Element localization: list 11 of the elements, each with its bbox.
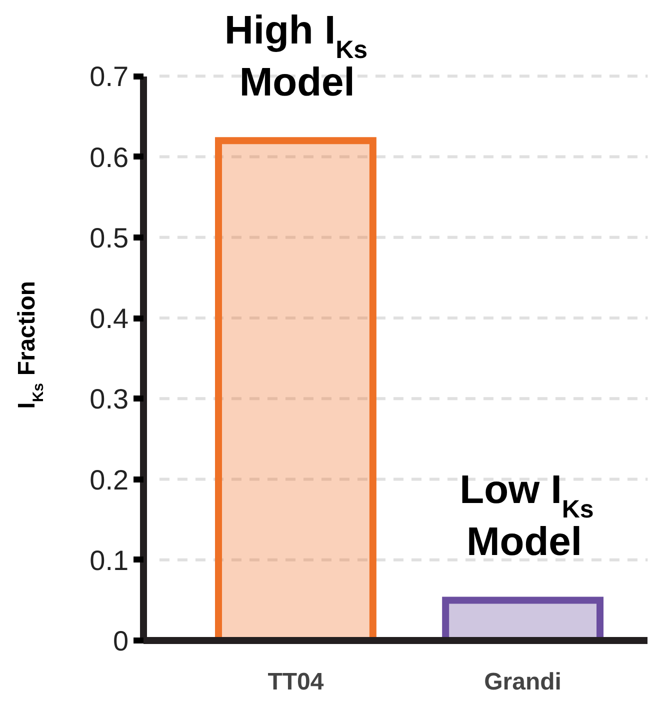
y-tick-label: 0.2 <box>90 464 129 496</box>
y-tick-label: 0.6 <box>90 142 129 173</box>
y-tick-label: 0.7 <box>90 61 129 92</box>
y-axis-title: IKs Fraction <box>14 280 48 409</box>
y-tick-label: 0.4 <box>90 303 129 334</box>
y-tick-label: 0.3 <box>90 384 129 415</box>
x-tick-label: Grandi <box>484 668 562 696</box>
y-tick-label: 0 <box>112 626 129 657</box>
x-tick-label: TT04 <box>268 668 324 696</box>
y-tick-label: 0.1 <box>90 544 129 576</box>
y-tick-label: 0.5 <box>90 222 129 254</box>
